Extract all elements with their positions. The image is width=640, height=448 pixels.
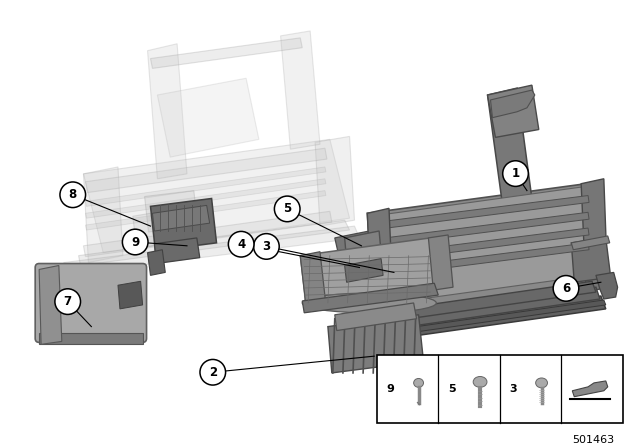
Polygon shape: [488, 88, 532, 203]
Text: 7: 7: [63, 295, 72, 308]
Polygon shape: [362, 300, 606, 340]
Polygon shape: [490, 90, 535, 118]
Polygon shape: [148, 44, 187, 179]
Circle shape: [228, 232, 254, 257]
Polygon shape: [335, 303, 417, 331]
Polygon shape: [150, 198, 216, 251]
Polygon shape: [86, 179, 326, 218]
Polygon shape: [572, 381, 608, 396]
Polygon shape: [300, 252, 326, 309]
Text: 9: 9: [131, 236, 140, 249]
Text: 501463: 501463: [572, 435, 614, 445]
Text: 4: 4: [237, 238, 245, 251]
Text: 5: 5: [283, 202, 291, 215]
Circle shape: [275, 196, 300, 222]
Polygon shape: [369, 228, 589, 263]
Polygon shape: [596, 272, 618, 299]
Polygon shape: [150, 38, 302, 69]
Polygon shape: [83, 211, 332, 257]
Polygon shape: [572, 238, 611, 282]
Polygon shape: [86, 190, 326, 230]
Ellipse shape: [413, 379, 424, 388]
Text: 5: 5: [448, 384, 456, 394]
Polygon shape: [335, 231, 374, 259]
Polygon shape: [39, 266, 62, 345]
Polygon shape: [79, 220, 349, 266]
Polygon shape: [302, 283, 438, 313]
Ellipse shape: [302, 293, 436, 313]
Circle shape: [122, 229, 148, 255]
Polygon shape: [315, 136, 355, 226]
Polygon shape: [145, 190, 198, 232]
Circle shape: [60, 182, 86, 207]
Polygon shape: [488, 85, 539, 138]
Text: 8: 8: [68, 188, 77, 201]
FancyBboxPatch shape: [35, 263, 147, 342]
Text: 6: 6: [562, 282, 570, 295]
Polygon shape: [154, 238, 200, 263]
Polygon shape: [369, 212, 589, 247]
Polygon shape: [86, 148, 327, 193]
Polygon shape: [148, 250, 165, 276]
Circle shape: [253, 233, 279, 259]
Polygon shape: [118, 281, 143, 309]
Polygon shape: [86, 167, 326, 207]
Polygon shape: [300, 238, 436, 305]
Polygon shape: [344, 231, 383, 282]
Polygon shape: [344, 258, 383, 282]
Polygon shape: [372, 281, 596, 323]
Polygon shape: [581, 179, 608, 292]
Text: 9: 9: [387, 384, 394, 394]
Ellipse shape: [536, 378, 547, 388]
Circle shape: [553, 276, 579, 301]
Text: 2: 2: [209, 366, 217, 379]
Polygon shape: [83, 167, 123, 263]
Polygon shape: [428, 235, 453, 290]
Polygon shape: [369, 195, 589, 230]
Polygon shape: [360, 296, 606, 343]
Polygon shape: [152, 205, 210, 231]
Polygon shape: [371, 187, 592, 305]
Text: 3: 3: [509, 384, 517, 394]
Polygon shape: [328, 315, 424, 373]
Polygon shape: [367, 208, 394, 325]
Polygon shape: [64, 226, 360, 274]
Polygon shape: [83, 139, 349, 253]
Polygon shape: [572, 236, 610, 250]
Polygon shape: [369, 243, 589, 277]
Text: 3: 3: [262, 240, 271, 253]
Polygon shape: [39, 332, 143, 345]
Bar: [377, 355, 623, 423]
Polygon shape: [364, 287, 600, 332]
Polygon shape: [132, 213, 154, 249]
Circle shape: [502, 161, 529, 186]
Text: 1: 1: [511, 167, 520, 180]
Polygon shape: [280, 31, 320, 149]
Ellipse shape: [473, 376, 487, 388]
Polygon shape: [157, 78, 259, 157]
Circle shape: [55, 289, 81, 314]
Polygon shape: [367, 184, 596, 317]
Circle shape: [200, 359, 225, 385]
